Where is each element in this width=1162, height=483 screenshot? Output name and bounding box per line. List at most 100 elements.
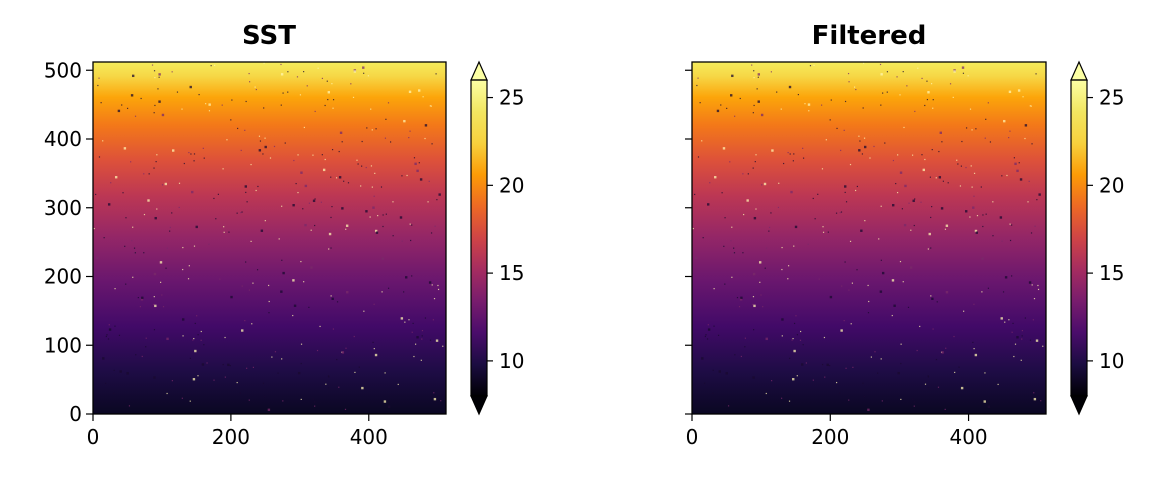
noise-speck xyxy=(850,323,852,325)
noise-speck xyxy=(154,216,157,220)
noise-speck xyxy=(731,226,733,228)
colorbar-tick-label: 20 xyxy=(499,173,524,197)
x-tick-label: 400 xyxy=(949,425,987,449)
noise-speck xyxy=(387,287,390,289)
noise-speck xyxy=(820,104,823,106)
noise-speck xyxy=(375,128,377,130)
noise-speck xyxy=(701,140,703,142)
sst-panel: SST 0 200 400 0 100 200 300 400 500 10 15 20 25 xyxy=(44,21,525,449)
noise-speck xyxy=(960,386,964,390)
noise-speck xyxy=(961,66,965,69)
noise-speck xyxy=(241,211,243,213)
noise-speck xyxy=(781,318,784,321)
noise-speck xyxy=(862,62,865,64)
noise-speck xyxy=(742,173,744,175)
noise-speck xyxy=(399,216,403,219)
noise-speck xyxy=(858,149,861,152)
noise-speck xyxy=(257,185,259,188)
noise-speck xyxy=(230,119,232,121)
noise-speck xyxy=(987,405,991,408)
noise-speck xyxy=(796,334,799,336)
noise-speck xyxy=(354,371,356,374)
noise-speck xyxy=(304,223,307,227)
noise-speck xyxy=(724,217,726,219)
noise-speck xyxy=(949,83,952,85)
noise-speck xyxy=(906,85,908,87)
noise-speck xyxy=(176,91,179,93)
noise-speck xyxy=(95,193,97,196)
noise-speck xyxy=(853,86,856,88)
noise-speck xyxy=(752,376,755,379)
noise-speck xyxy=(352,96,355,98)
noise-speck xyxy=(119,370,122,373)
noise-speck xyxy=(219,278,221,280)
noise-speck xyxy=(765,392,767,395)
y-tick-label: 0 xyxy=(69,402,82,426)
noise-speck xyxy=(250,163,252,166)
noise-speck xyxy=(1024,124,1028,127)
noise-speck xyxy=(936,301,938,303)
noise-speck xyxy=(303,126,305,129)
noise-speck xyxy=(891,279,895,282)
noise-speck xyxy=(713,325,715,327)
noise-speck xyxy=(295,182,297,185)
noise-speck xyxy=(1008,319,1010,321)
noise-speck xyxy=(223,231,225,233)
noise-speck xyxy=(221,104,223,106)
noise-speck xyxy=(963,310,965,312)
noise-speck xyxy=(971,129,973,131)
noise-speck xyxy=(373,303,375,305)
noise-speck xyxy=(159,261,163,264)
x-tick-label: 200 xyxy=(811,425,849,449)
noise-speck xyxy=(383,400,387,403)
noise-speck xyxy=(124,245,126,247)
noise-speck xyxy=(836,127,838,130)
noise-speck xyxy=(141,355,143,358)
noise-speck xyxy=(264,220,266,222)
noise-speck xyxy=(973,303,975,305)
noise-speck xyxy=(701,357,704,360)
noise-speck xyxy=(699,102,701,104)
noise-speck xyxy=(1014,162,1017,166)
colorbar-tick-label: 15 xyxy=(499,261,524,285)
y-axis: 0 100 200 300 400 500 xyxy=(44,58,93,426)
noise-speck xyxy=(864,145,867,149)
noise-speck xyxy=(696,84,698,87)
noise-speck xyxy=(153,303,155,306)
noise-speck xyxy=(849,240,852,243)
noise-speck xyxy=(208,103,211,106)
noise-speck xyxy=(361,165,363,167)
noise-speck xyxy=(269,157,272,159)
noise-speck xyxy=(740,296,743,300)
noise-speck xyxy=(203,157,205,159)
noise-speck xyxy=(914,198,916,200)
noise-speck xyxy=(319,325,321,328)
noise-speck xyxy=(244,185,248,188)
noise-speck xyxy=(133,247,136,249)
noise-speck xyxy=(263,107,265,109)
noise-speck xyxy=(262,153,264,155)
noise-speck xyxy=(178,206,180,209)
noise-speck xyxy=(867,312,870,314)
noise-speck xyxy=(742,252,744,254)
noise-speck xyxy=(431,284,433,286)
noise-speck xyxy=(140,298,144,301)
noise-speck xyxy=(921,154,923,156)
noise-speck xyxy=(435,339,439,342)
noise-speck xyxy=(843,319,845,322)
noise-speck xyxy=(371,129,373,131)
noise-speck xyxy=(844,261,846,263)
noise-speck xyxy=(353,335,355,338)
noise-speck xyxy=(118,334,121,336)
noise-speck xyxy=(787,278,789,280)
noise-speck xyxy=(189,357,191,359)
noise-speck xyxy=(252,282,254,284)
noise-speck xyxy=(213,197,215,200)
noise-speck xyxy=(903,126,905,129)
noise-speck xyxy=(300,260,302,263)
noise-speck xyxy=(182,246,184,249)
noise-speck xyxy=(1000,317,1003,320)
noise-speck xyxy=(981,257,984,260)
noise-speck xyxy=(840,211,843,213)
noise-speck xyxy=(1029,105,1031,107)
